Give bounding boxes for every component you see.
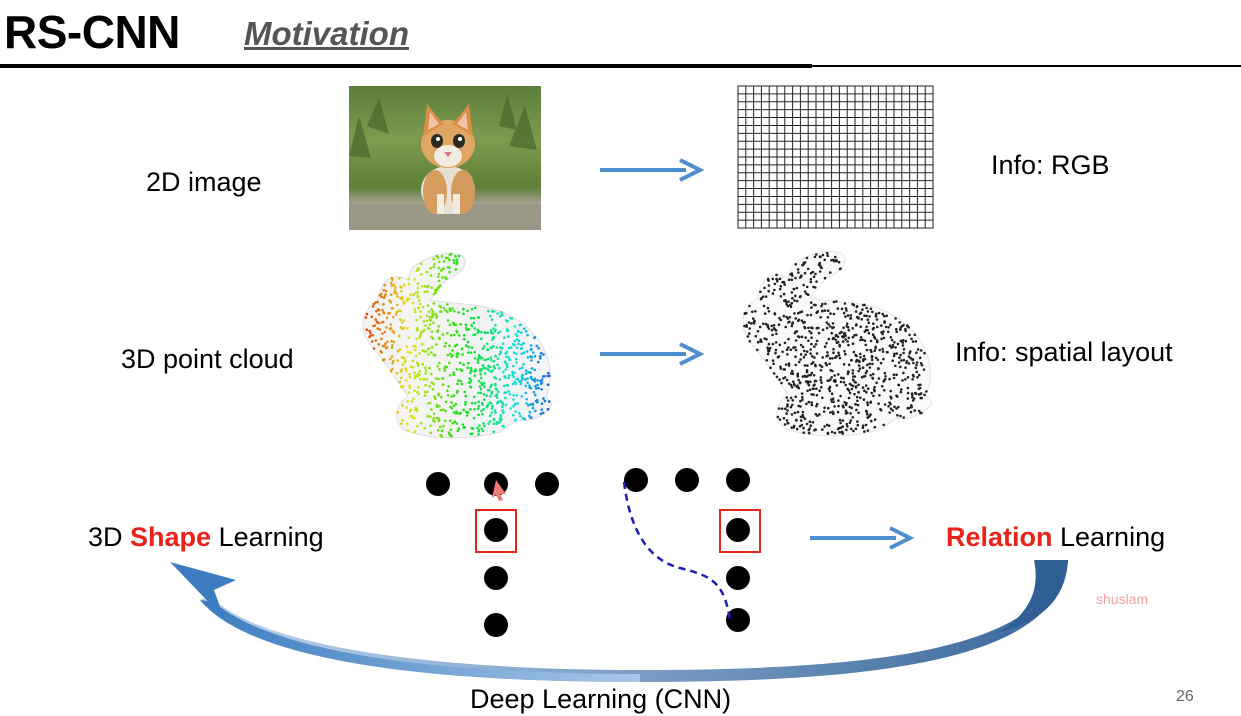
image-info: Info: RGB [991, 150, 1110, 180]
cloud-label: 3D point cloud [121, 344, 294, 374]
title-underline-thin [812, 65, 1241, 67]
slide-title: RS-CNN [4, 6, 180, 58]
image-label: 2D image [146, 167, 262, 197]
right-highlight-box [719, 509, 761, 553]
cloud-info: Info: spatial layout [955, 337, 1173, 367]
shape-learning-label: 3D Shape Learning [88, 521, 324, 553]
slide-subtitle: Motivation [244, 15, 409, 52]
shape-learning-prefix: 3D [88, 522, 131, 552]
deep-learning-label: Deep Learning (CNN) [470, 684, 732, 714]
arrow-cloud-to-layout [600, 342, 705, 366]
shape-learning-suffix: Learning [211, 522, 324, 552]
relation-keyword: Relation [946, 522, 1053, 552]
relation-dashed-path [622, 481, 732, 621]
watermark: shuslam [1096, 591, 1149, 607]
relation-learning-label: Relation Learning [946, 521, 1165, 553]
colored-bunny-point-cloud [362, 252, 553, 439]
arrow-to-relation [810, 526, 915, 550]
shape-keyword: Shape [130, 522, 212, 552]
page-number: 26 [1176, 688, 1194, 705]
kitten-photo [349, 86, 541, 230]
title-underline-thick [0, 64, 812, 68]
pixel-grid [737, 85, 934, 229]
left-highlight-box [475, 509, 517, 553]
deep-learning-sweep-arrow [170, 560, 1068, 682]
relation-learning-suffix: Learning [1052, 522, 1166, 552]
right-point-set [624, 468, 750, 632]
cursor-icon [492, 480, 506, 501]
arrow-image-to-grid [600, 158, 705, 182]
gray-bunny-point-cloud [742, 251, 933, 437]
